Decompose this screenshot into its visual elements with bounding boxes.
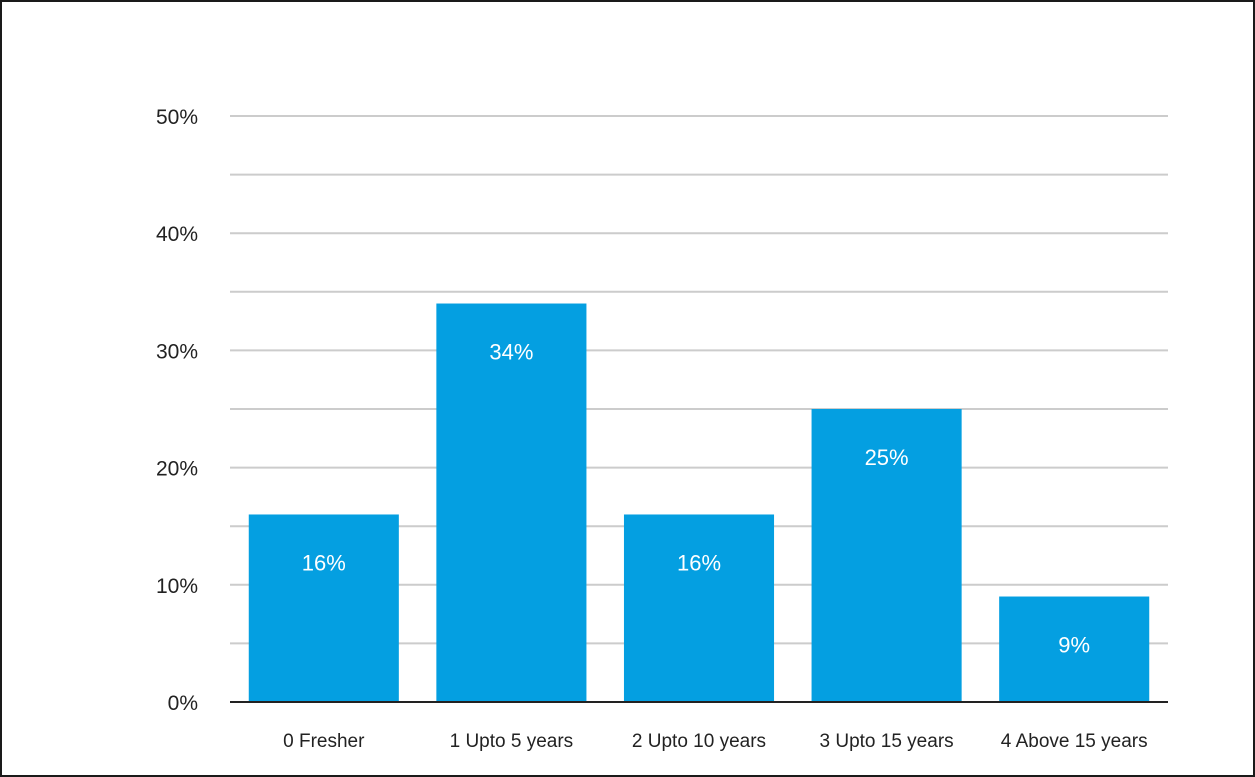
bar-3: [811, 409, 962, 702]
y-axis-tick-labels: 0% 10% 20% 30% 40% 50%: [156, 106, 198, 715]
category-label-4: 4 Above 15 years: [1001, 731, 1148, 752]
y-tick-label: 10%: [156, 575, 198, 598]
y-tick-label: 20%: [156, 458, 198, 481]
x-axis-category-labels: 0 Fresher 1 Upto 5 years 2 Upto 10 years 3 …: [283, 731, 1147, 752]
data-label-4: 9%: [1058, 633, 1090, 658]
data-label-3: 25%: [865, 445, 909, 470]
category-label-0: 0 Fresher: [283, 731, 365, 752]
bar-2: [623, 514, 775, 702]
data-label-1: 34%: [489, 340, 533, 365]
y-tick-label: 0%: [168, 692, 198, 715]
bar-0: [248, 514, 399, 702]
y-tick-label: 40%: [156, 223, 198, 246]
data-label-2: 16%: [677, 550, 721, 575]
bar-1: [436, 303, 587, 702]
y-tick-label: 50%: [156, 106, 198, 129]
data-labels: 16% 34% 16% 25% 9%: [302, 340, 1090, 658]
category-label-3: 3 Upto 15 years: [820, 731, 954, 752]
bars: [248, 303, 1150, 702]
y-tick-label: 30%: [156, 340, 198, 363]
bar-4: [999, 596, 1150, 702]
data-label-0: 16%: [302, 550, 346, 575]
category-label-1: 1 Upto 5 years: [450, 731, 574, 752]
category-label-2: 2 Upto 10 years: [632, 731, 766, 752]
